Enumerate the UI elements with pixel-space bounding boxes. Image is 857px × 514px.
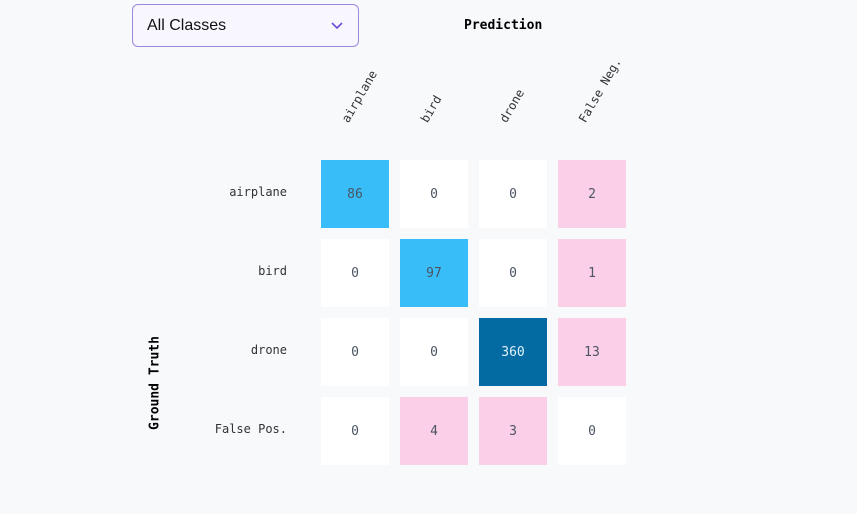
matrix-cell[interactable]: 0 <box>321 318 389 386</box>
matrix-cell[interactable]: 3 <box>479 397 547 465</box>
row-label: drone <box>250 343 287 357</box>
row-label: False Pos. <box>214 422 287 436</box>
matrix-cell[interactable]: 360 <box>479 318 547 386</box>
column-label: airplane <box>338 67 380 125</box>
matrix-cell[interactable]: 86 <box>321 160 389 228</box>
matrix-cell[interactable]: 0 <box>400 318 468 386</box>
class-filter-value: All Classes <box>147 17 227 34</box>
matrix-cell[interactable]: 97 <box>400 239 468 307</box>
matrix-cell[interactable]: 0 <box>321 239 389 307</box>
class-filter-dropdown[interactable]: All Classes <box>132 4 359 47</box>
column-label: False Neg. <box>575 55 625 125</box>
chevron-down-icon <box>331 22 343 30</box>
matrix-cell[interactable]: 4 <box>400 397 468 465</box>
matrix-cell[interactable]: 0 <box>400 160 468 228</box>
matrix-cell[interactable]: 2 <box>558 160 626 228</box>
x-axis-title: Prediction <box>464 18 543 33</box>
column-label: bird <box>417 92 445 125</box>
matrix-cell[interactable]: 0 <box>479 239 547 307</box>
matrix-cell[interactable]: 0 <box>558 397 626 465</box>
row-label: bird <box>258 264 287 278</box>
matrix-cell[interactable]: 1 <box>558 239 626 307</box>
matrix-cell[interactable]: 0 <box>479 160 547 228</box>
matrix-cell[interactable]: 0 <box>321 397 389 465</box>
y-axis-title: Ground Truth <box>147 336 163 430</box>
column-label: drone <box>496 86 528 125</box>
row-label: airplane <box>229 185 287 199</box>
matrix-cell[interactable]: 13 <box>558 318 626 386</box>
